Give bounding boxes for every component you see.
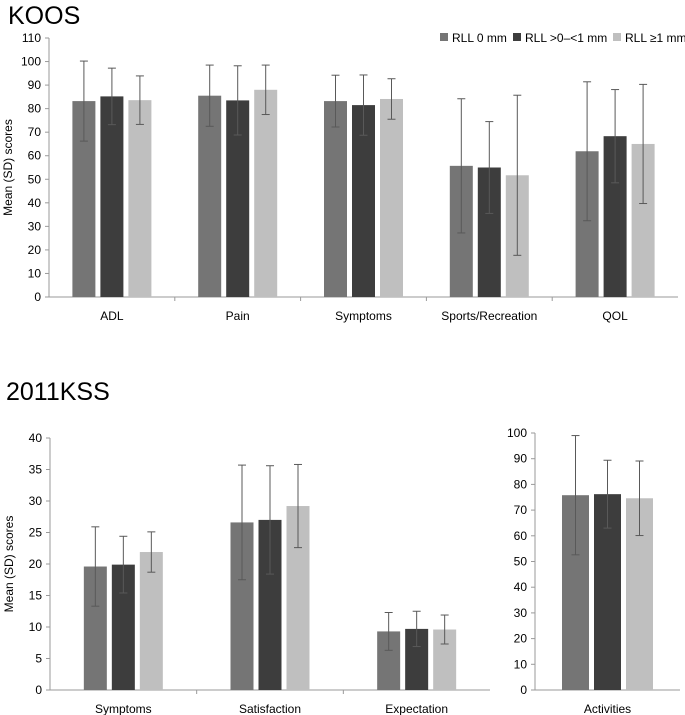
koos-bar-1: [198, 95, 222, 297]
kss_main-bar-1: [230, 522, 254, 690]
kss_main-y-tick-label: 25: [29, 526, 43, 540]
kss_activities-y-tick-label: 60: [514, 529, 528, 543]
koos-y-tick-label: 50: [28, 172, 42, 186]
kss_activities-y-tick-label: 50: [514, 555, 528, 569]
koos-bar-1: [72, 101, 96, 297]
koos-category-label: QOL: [602, 309, 628, 323]
koos-y-tick-label: 30: [28, 219, 42, 233]
koos-bar-1: [575, 151, 599, 297]
koos-bar-3: [254, 89, 278, 297]
koos-category-label: ADL: [100, 309, 124, 323]
kss_activities-category-label: Activities: [584, 702, 631, 715]
legend-swatch-series-1: [440, 33, 448, 41]
kss_main-y-tick-label: 10: [29, 620, 43, 634]
kss_activities-y-tick-label: 80: [514, 477, 528, 491]
koos-bar-2: [100, 96, 124, 297]
koos-category-label: Symptoms: [335, 309, 392, 323]
kss_main-bar-3: [139, 552, 163, 690]
kss_main-bar-3: [433, 629, 457, 690]
kss_main-category-label: Symptoms: [95, 702, 152, 715]
kss_activities-y-tick-label: 20: [514, 632, 528, 646]
kss_main-y-tick-label: 20: [29, 557, 43, 571]
koos-bar-2: [226, 100, 250, 298]
koos-chart: 0 10 20 30 40 50 60 70 80 90 100 110 ADL Pain Symptoms…: [1, 31, 678, 323]
kss_activities-y-tick-label: 10: [514, 657, 528, 671]
kss_main-bar-3: [286, 506, 310, 690]
koos-y-tick-label: 0: [34, 290, 41, 304]
kss_main-y-tick-label: 15: [29, 589, 43, 603]
kss_main-y-axis-label: Mean (SD) scores: [2, 516, 16, 613]
koos-bar-1: [324, 101, 347, 297]
koos-y-tick-label: 10: [28, 266, 42, 280]
kss_main-y-tick-label: 35: [29, 463, 43, 477]
kss_main-bar-2: [405, 628, 429, 690]
kss_main-y-tick-label: 30: [29, 494, 43, 508]
kss_main-bar-1: [83, 566, 107, 690]
koos-bar-2: [603, 136, 627, 297]
koos-y-tick-label: 90: [28, 78, 42, 92]
kss_main-y-tick-label: 0: [35, 683, 42, 697]
kss_activities-y-tick-label: 30: [514, 606, 528, 620]
koos-y-tick-label: 80: [28, 102, 42, 116]
koos-y-tick-label: 20: [28, 243, 42, 257]
kss-main-chart: 0 5 10 15 20 25 30 35 40 Symptoms Satisfaction Expe…: [2, 431, 490, 715]
kss_activities-y-tick-label: 70: [514, 503, 528, 517]
koos-y-tick-label: 40: [28, 196, 42, 210]
kss_activities-y-tick-label: 90: [514, 452, 528, 466]
kss_activities-y-tick-label: 0: [520, 683, 527, 697]
koos-y-tick-label: 60: [28, 149, 42, 163]
koos-y-tick-label: 110: [22, 31, 41, 45]
kss-title: 2011KSS: [6, 378, 110, 406]
kss_main-bar-2: [258, 519, 282, 690]
legend-label-series-2: RLL >0–<1 mm: [525, 31, 607, 45]
koos-category-label: Pain: [226, 309, 250, 323]
legend-label-series-1: RLL 0 mm: [452, 31, 507, 45]
legend-swatch-series-2: [513, 33, 521, 41]
legend-swatch-series-3: [613, 33, 621, 41]
legend-label-series-3: RLL ≥1 mm: [625, 31, 685, 45]
legend: RLL 0 mm RLL >0–<1 mm RLL ≥1 mm: [440, 31, 685, 45]
koos-bar-3: [631, 143, 655, 297]
kss_main-category-label: Expectation: [385, 702, 448, 715]
koos-bar-3: [128, 100, 152, 297]
kss_activities-y-tick-label: 100: [507, 426, 527, 440]
koos-y-tick-label: 70: [28, 125, 42, 139]
koos-bar-3: [380, 98, 403, 297]
koos-title: KOOS: [8, 2, 80, 30]
kss-activities-chart: 0 10 20 30 40 50 60 70 80 90 100 Activities: [507, 426, 680, 715]
kss_main-bar-1: [377, 631, 401, 690]
koos-y-axis-label: Mean (SD) scores: [1, 119, 15, 216]
kss_main-y-tick-label: 40: [29, 431, 43, 445]
koos-bar-2: [352, 105, 375, 297]
koos-bar-2: [477, 167, 501, 297]
kss_main-y-tick-label: 5: [35, 652, 42, 666]
koos-y-tick-label: 100: [21, 55, 41, 69]
koos-category-label: Sports/Recreation: [441, 309, 537, 323]
kss_activities-y-tick-label: 40: [514, 580, 528, 594]
kss_main-bar-2: [111, 564, 135, 690]
kss_main-category-label: Satisfaction: [239, 702, 301, 715]
